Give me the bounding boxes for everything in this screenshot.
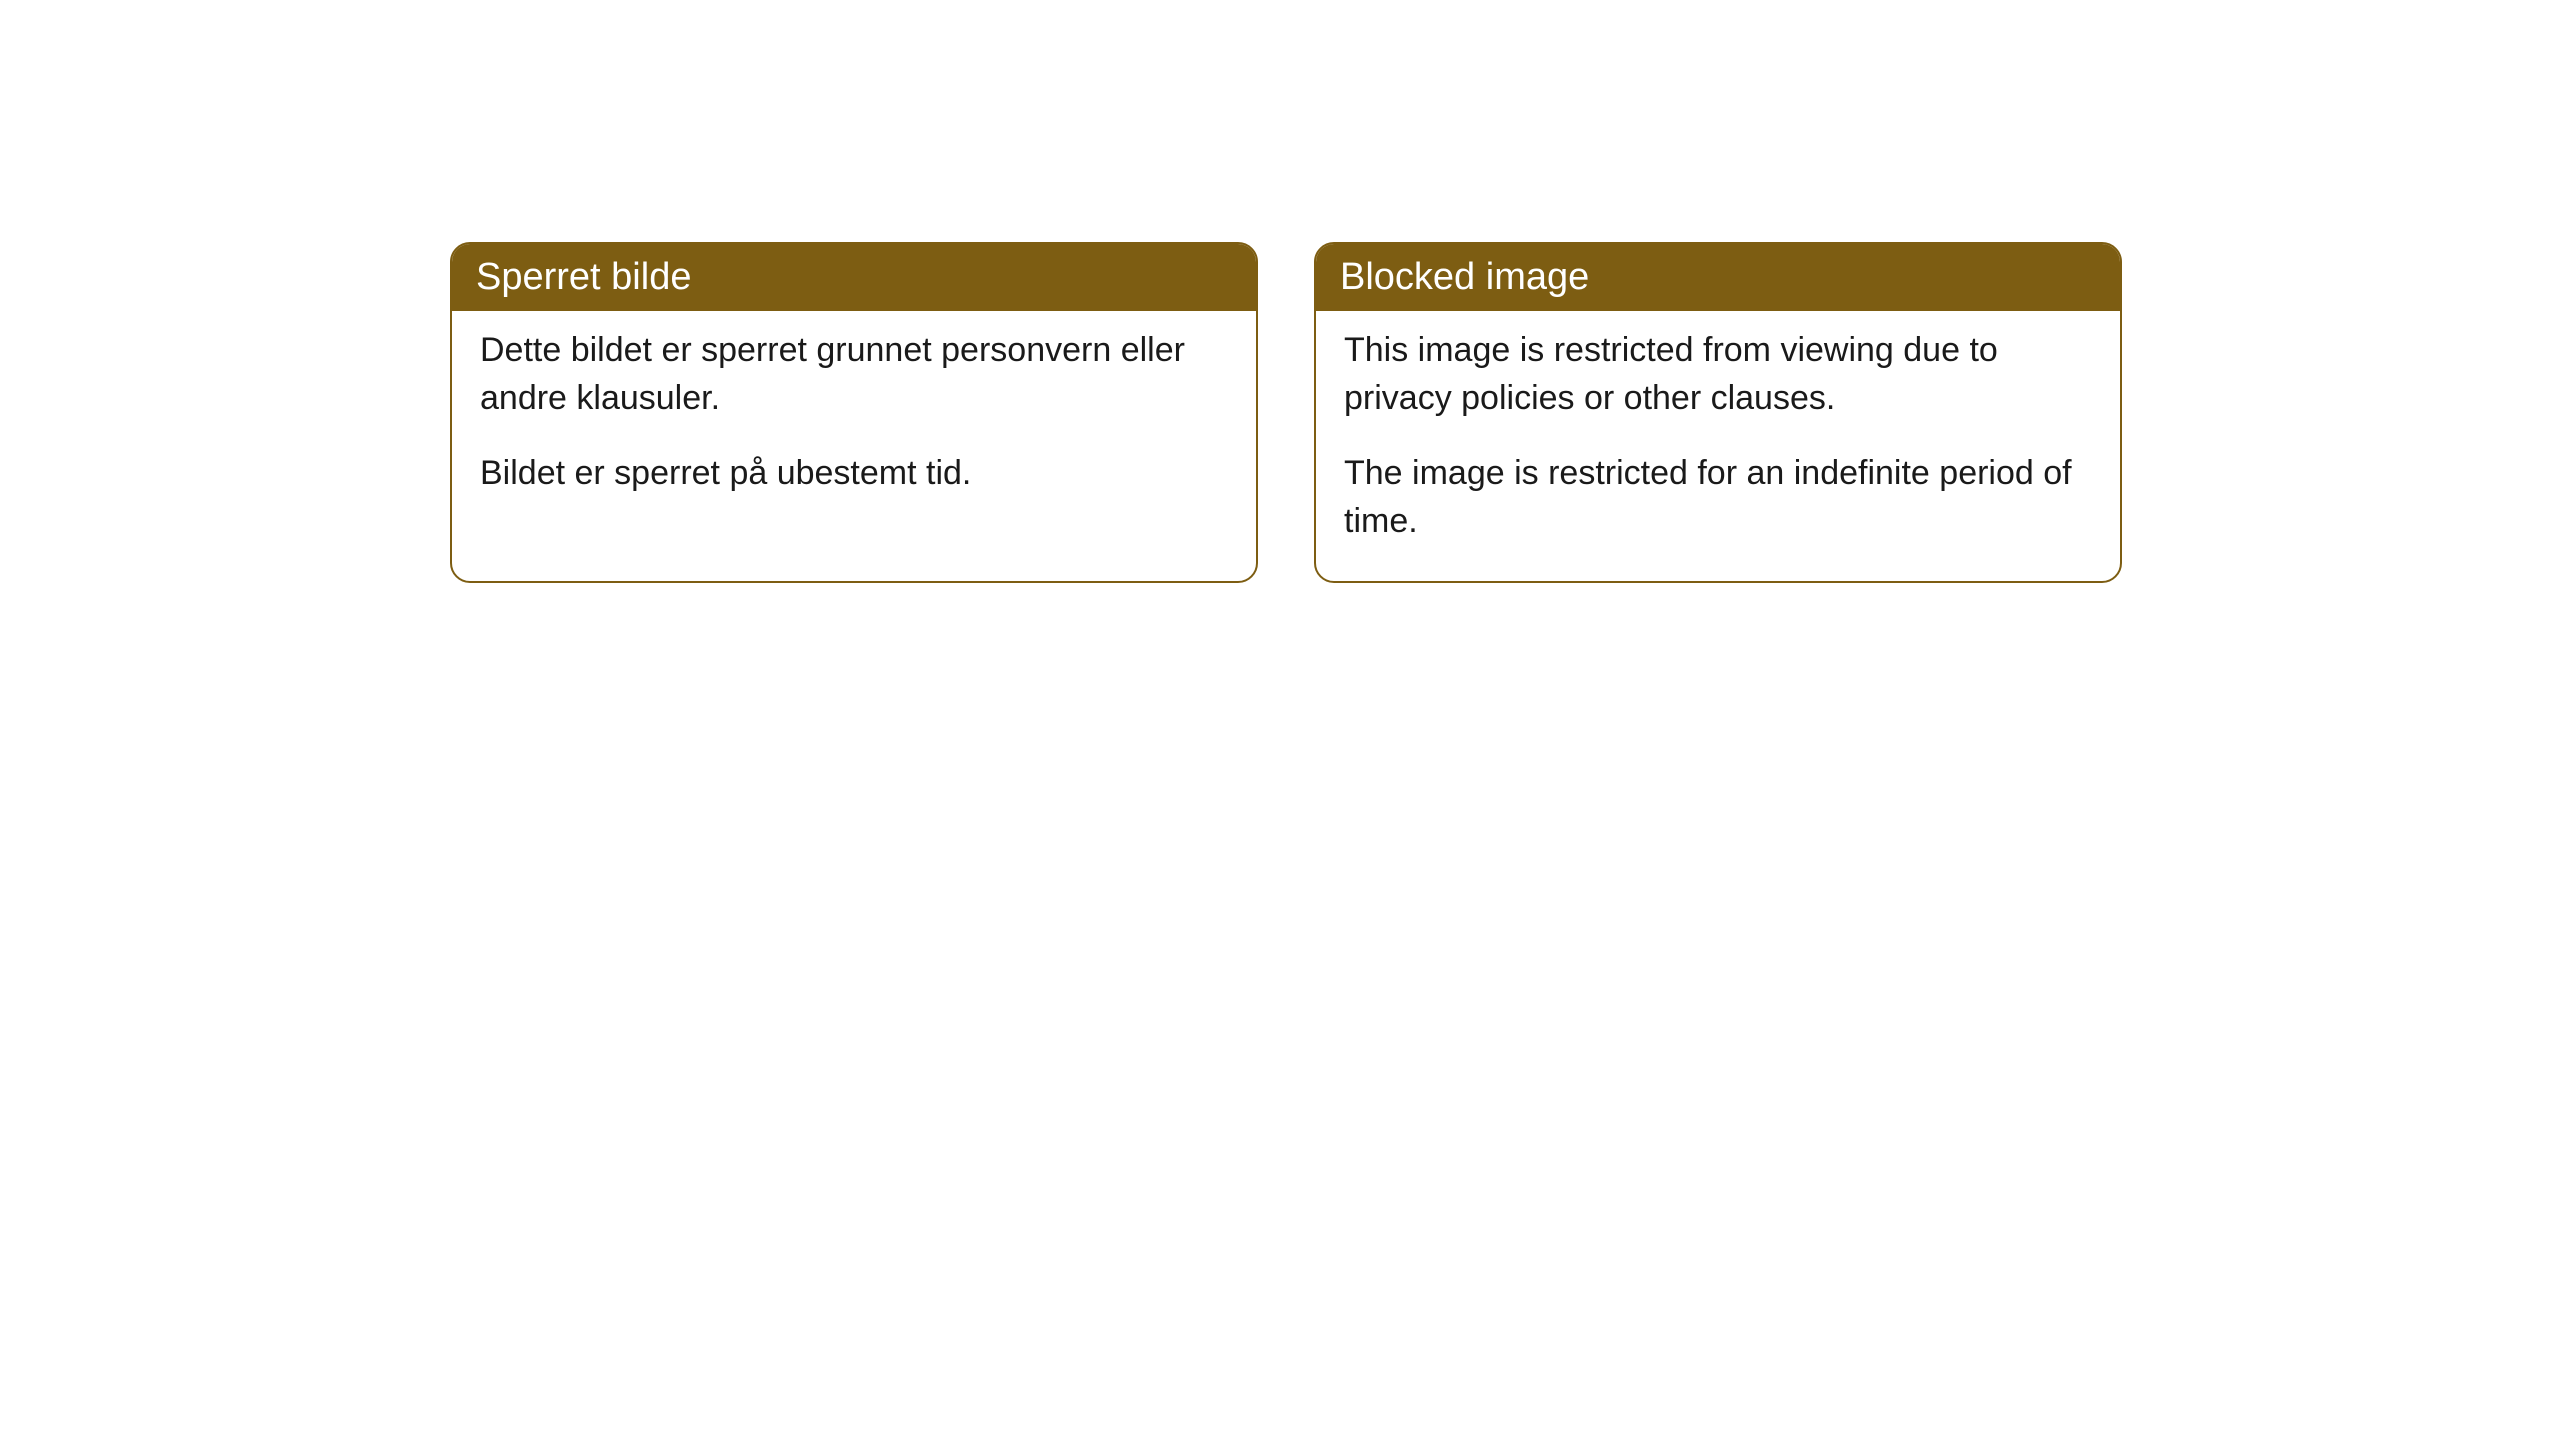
blocked-image-card-english: Blocked image This image is restricted f… — [1314, 242, 2122, 583]
card-body: Dette bildet er sperret grunnet personve… — [452, 311, 1256, 534]
notice-cards-container: Sperret bilde Dette bildet er sperret gr… — [0, 0, 2560, 583]
card-paragraph: Dette bildet er sperret grunnet personve… — [480, 327, 1228, 422]
card-title: Sperret bilde — [476, 256, 691, 298]
blocked-image-card-norwegian: Sperret bilde Dette bildet er sperret gr… — [450, 242, 1258, 583]
card-paragraph: This image is restricted from viewing du… — [1344, 327, 2092, 422]
card-paragraph: The image is restricted for an indefinit… — [1344, 450, 2092, 545]
card-header: Sperret bilde — [452, 244, 1256, 311]
card-paragraph: Bildet er sperret på ubestemt tid. — [480, 450, 1228, 498]
card-body: This image is restricted from viewing du… — [1316, 311, 2120, 581]
card-header: Blocked image — [1316, 244, 2120, 311]
card-title: Blocked image — [1340, 256, 1589, 298]
